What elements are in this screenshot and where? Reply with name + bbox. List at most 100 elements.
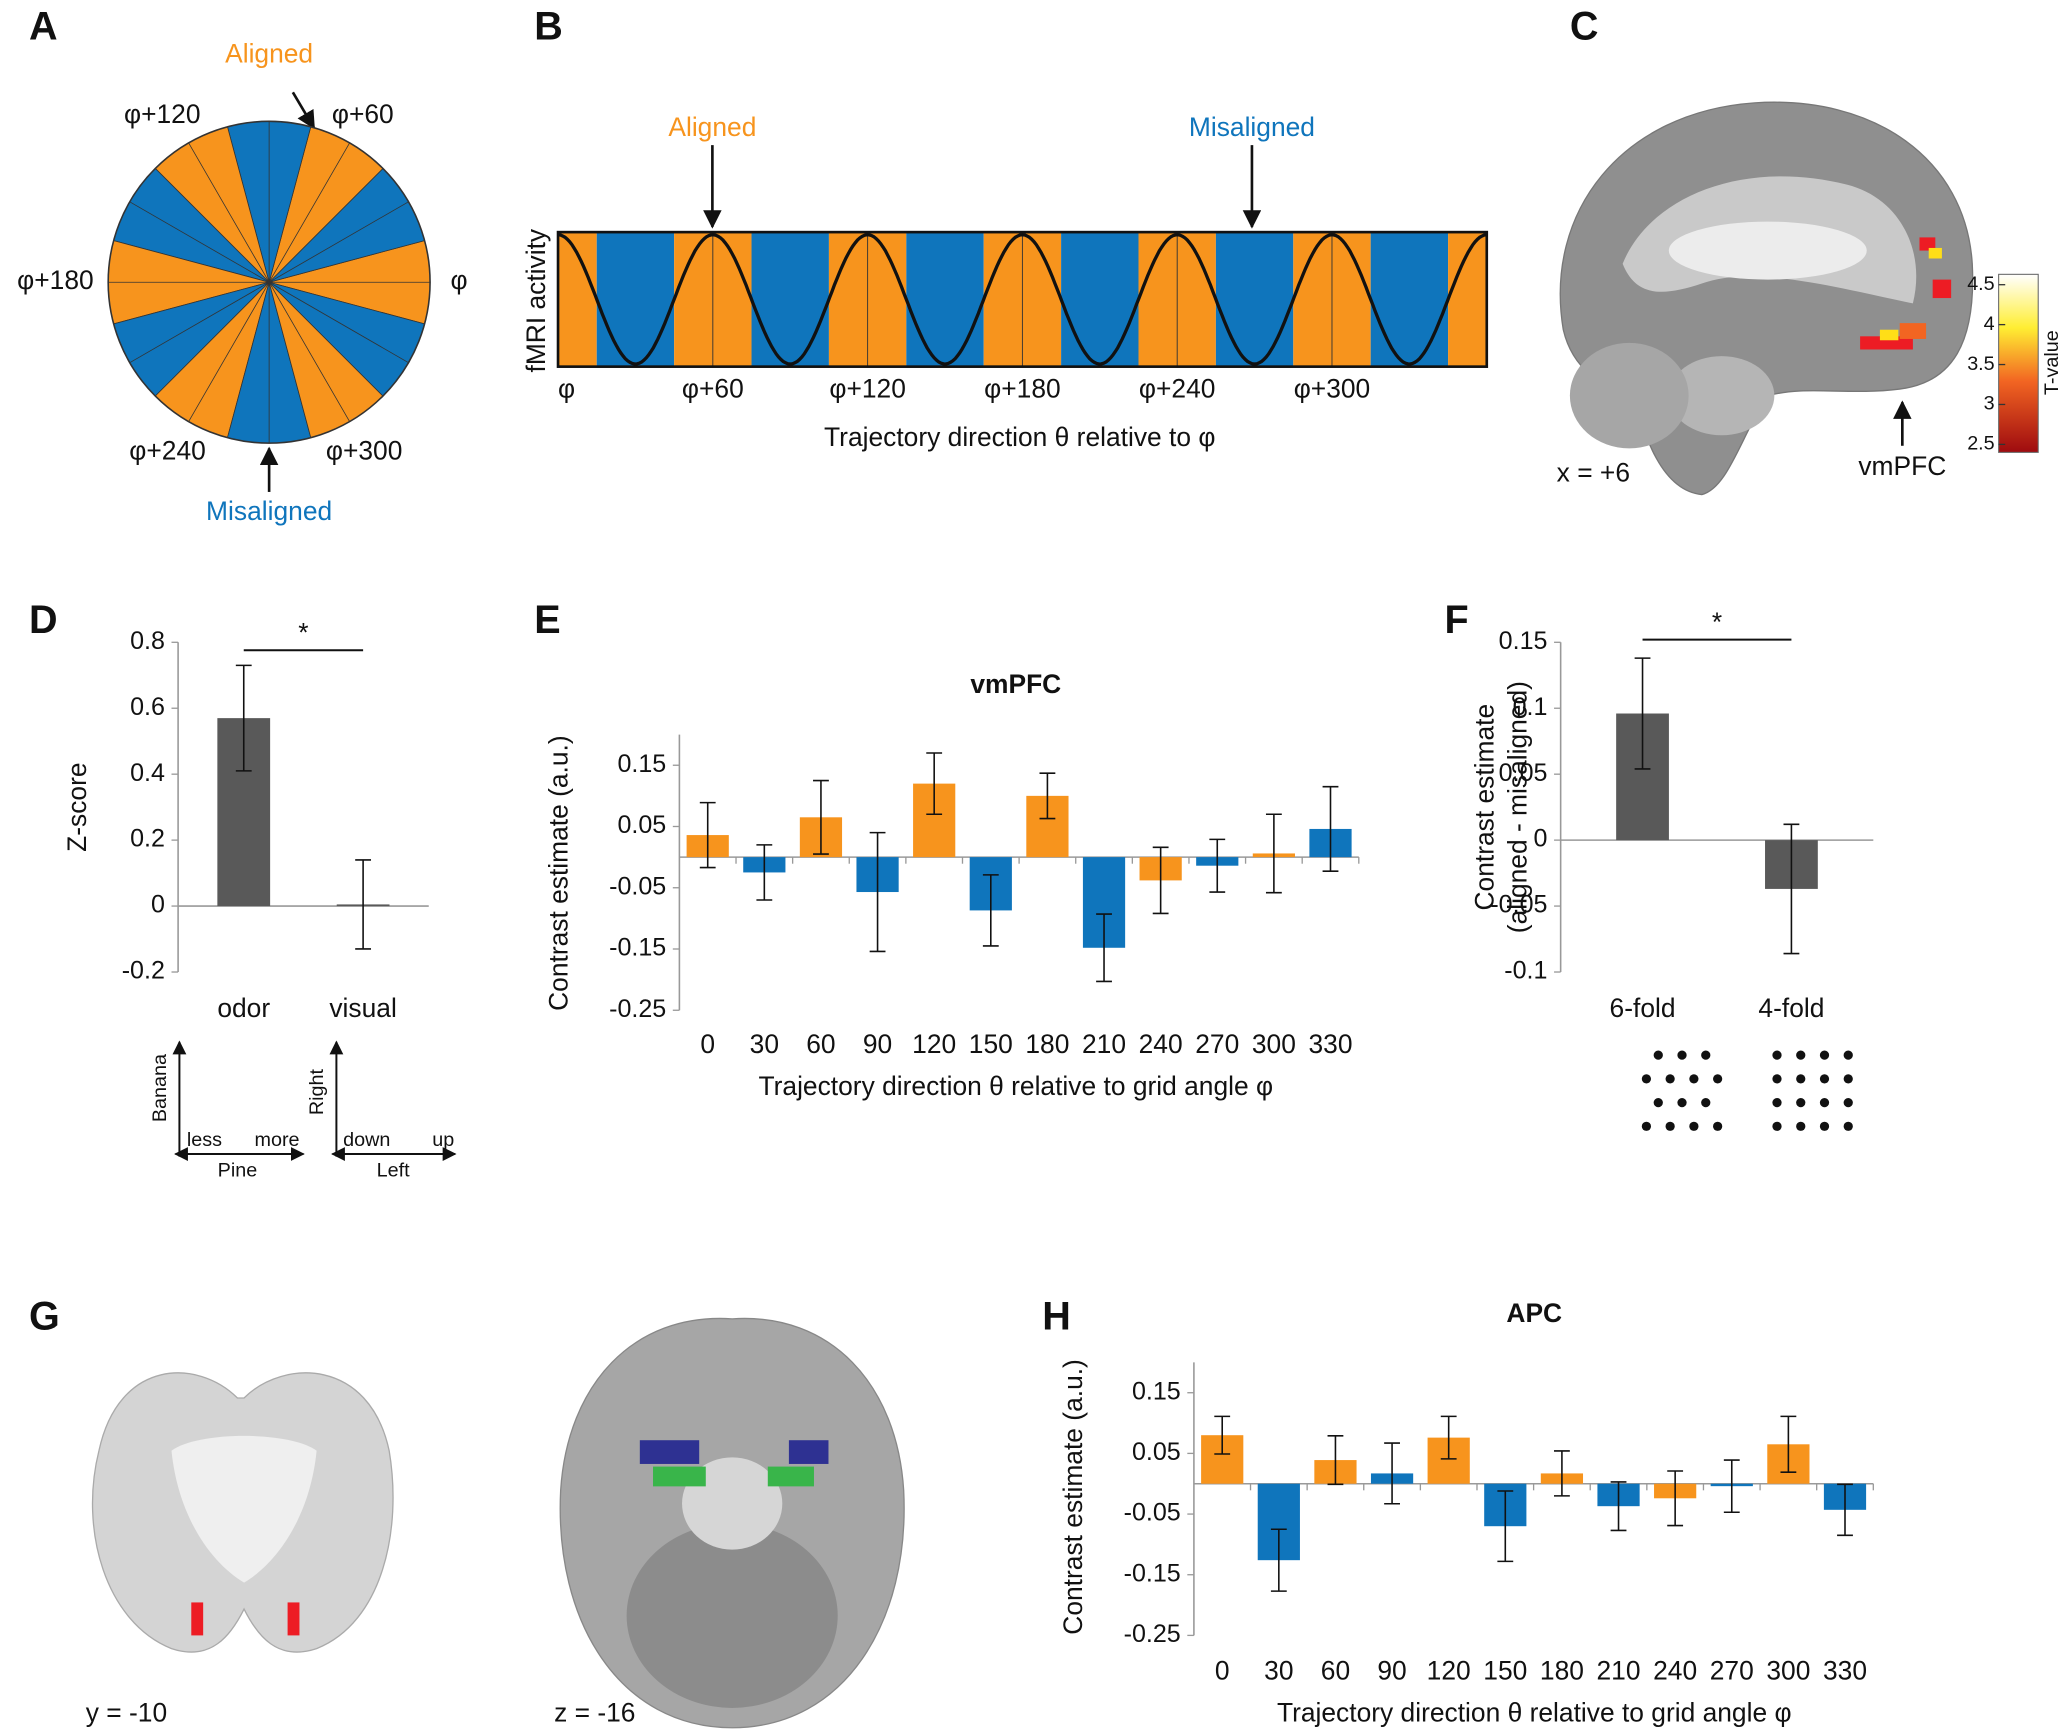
panel-letter: D bbox=[29, 598, 58, 642]
x-tick-label: 90 bbox=[863, 1029, 892, 1059]
y-axis-label: Contrast estimate (a.u.) bbox=[1058, 1359, 1088, 1635]
angle-label: φ+180 bbox=[17, 265, 94, 295]
y-tick-label: 0.4 bbox=[130, 759, 165, 787]
x-tick-label: φ+60 bbox=[682, 373, 744, 403]
grid-dot bbox=[1796, 1050, 1806, 1060]
brain-sagittal bbox=[1559, 101, 2039, 496]
grid-dot bbox=[1796, 1097, 1806, 1108]
grid-dot bbox=[1677, 1097, 1687, 1108]
error-bar bbox=[1780, 1415, 1797, 1473]
region-label: vmPFC bbox=[1858, 451, 1946, 481]
axis-label: less bbox=[187, 1129, 222, 1151]
grid-dot bbox=[1843, 1050, 1853, 1060]
grid-dot bbox=[1665, 1121, 1675, 1131]
x-tick-label: 90 bbox=[1377, 1655, 1406, 1685]
significance-label: * bbox=[1712, 607, 1722, 637]
axis-label: up bbox=[432, 1129, 454, 1151]
y-tick-label: 0.15 bbox=[617, 750, 666, 778]
error-bar bbox=[1783, 823, 1800, 955]
error-bar bbox=[1384, 1442, 1400, 1505]
grid-dot bbox=[1796, 1074, 1806, 1084]
axis-label: Left bbox=[377, 1159, 410, 1181]
panel-letter: E bbox=[534, 598, 560, 642]
panel-letter: H bbox=[1042, 1294, 1071, 1338]
wheel-line bbox=[268, 201, 409, 283]
grid-dot bbox=[1772, 1097, 1782, 1108]
x-tick-label: 150 bbox=[1483, 1655, 1527, 1685]
y-tick-label: -0.15 bbox=[1124, 1559, 1181, 1587]
y-tick-label: -0.05 bbox=[609, 872, 666, 900]
colorbar-tick-label: 2.5 bbox=[1967, 433, 1994, 455]
grid-dot bbox=[1819, 1074, 1830, 1084]
colorbar-tick-label: 4.5 bbox=[1967, 273, 1994, 295]
grid-dot bbox=[1772, 1121, 1782, 1131]
y-axis-label: Z-score bbox=[62, 762, 92, 851]
angle-label: φ+300 bbox=[326, 435, 403, 465]
y-tick-label: -0.05 bbox=[1124, 1499, 1181, 1527]
x-axis-label: Trajectory direction θ relative to grid … bbox=[1277, 1698, 1792, 1728]
panel-letter: F bbox=[1445, 598, 1469, 642]
error-bar bbox=[1152, 846, 1169, 915]
error-bar bbox=[756, 844, 773, 901]
chart-title: APC bbox=[1506, 1298, 1562, 1328]
y-tick-label: 0.8 bbox=[130, 627, 165, 655]
x-tick-label: 30 bbox=[750, 1029, 779, 1059]
band bbox=[1215, 232, 1294, 367]
error-bar bbox=[1265, 813, 1282, 894]
panel-letter: C bbox=[1570, 4, 1599, 48]
y-tick-label: -0.15 bbox=[609, 934, 666, 962]
y-tick-label: 0.05 bbox=[1499, 759, 1548, 787]
error-bar bbox=[813, 779, 829, 855]
angle-label: φ+240 bbox=[129, 435, 206, 465]
band bbox=[751, 232, 829, 367]
x-tick-label: 0 bbox=[700, 1029, 715, 1059]
grid-dot bbox=[1819, 1050, 1830, 1060]
y-axis-label: (aligned - misaligned) bbox=[1503, 681, 1533, 933]
axis-label: more bbox=[255, 1129, 300, 1151]
y-tick-label: -0.05 bbox=[1490, 891, 1547, 919]
grid-dot bbox=[1819, 1121, 1830, 1131]
error-bar bbox=[1667, 1470, 1684, 1527]
colorbar-tick-label: 4 bbox=[1984, 313, 1995, 335]
grid-dot bbox=[1653, 1097, 1663, 1108]
y-tick-label: -0.25 bbox=[1124, 1620, 1181, 1648]
slice-label: z = -16 bbox=[554, 1698, 635, 1728]
sinusoid bbox=[557, 233, 1487, 366]
x-tick-label: visual bbox=[329, 993, 396, 1023]
band bbox=[906, 232, 984, 367]
wheel-line bbox=[129, 201, 270, 283]
x-tick-label: 210 bbox=[1082, 1029, 1126, 1059]
error-bar bbox=[1497, 1490, 1514, 1563]
grid-dot bbox=[1653, 1050, 1663, 1060]
error-bar bbox=[1270, 1528, 1287, 1592]
grid-dot bbox=[1641, 1121, 1652, 1131]
grid-dot bbox=[1713, 1121, 1723, 1131]
x-tick-label: 120 bbox=[1427, 1655, 1471, 1685]
y-tick-label: 0.1 bbox=[1513, 693, 1548, 721]
x-tick-label: φ+120 bbox=[829, 373, 906, 403]
band-frame bbox=[556, 230, 1489, 368]
grid-dot bbox=[1689, 1121, 1699, 1131]
grid-dot bbox=[1843, 1121, 1853, 1131]
error-bar bbox=[1723, 1459, 1740, 1514]
error-bar bbox=[355, 859, 372, 950]
y-tick-label: 0.15 bbox=[1132, 1377, 1181, 1405]
x-tick-label: 60 bbox=[806, 1029, 835, 1059]
error-bar bbox=[926, 752, 943, 816]
axis-diagram bbox=[172, 1040, 457, 1161]
x-axis-label: Trajectory direction θ relative to φ bbox=[824, 422, 1215, 452]
band bbox=[596, 232, 675, 367]
wheel-line bbox=[268, 282, 350, 422]
x-tick-label: 240 bbox=[1139, 1029, 1183, 1059]
x-tick-label: 6-fold bbox=[1610, 993, 1676, 1023]
x-tick-label: 270 bbox=[1195, 1029, 1239, 1059]
panel-letter: B bbox=[534, 4, 563, 48]
wheel-line bbox=[188, 282, 270, 422]
wheel-outline bbox=[107, 120, 431, 444]
x-tick-label: 330 bbox=[1823, 1655, 1867, 1685]
x-tick-label: 240 bbox=[1653, 1655, 1697, 1685]
x-tick-label: φ+180 bbox=[984, 373, 1061, 403]
y-tick-label: -0.25 bbox=[609, 995, 666, 1023]
y-tick-label: -0.2 bbox=[122, 957, 165, 985]
